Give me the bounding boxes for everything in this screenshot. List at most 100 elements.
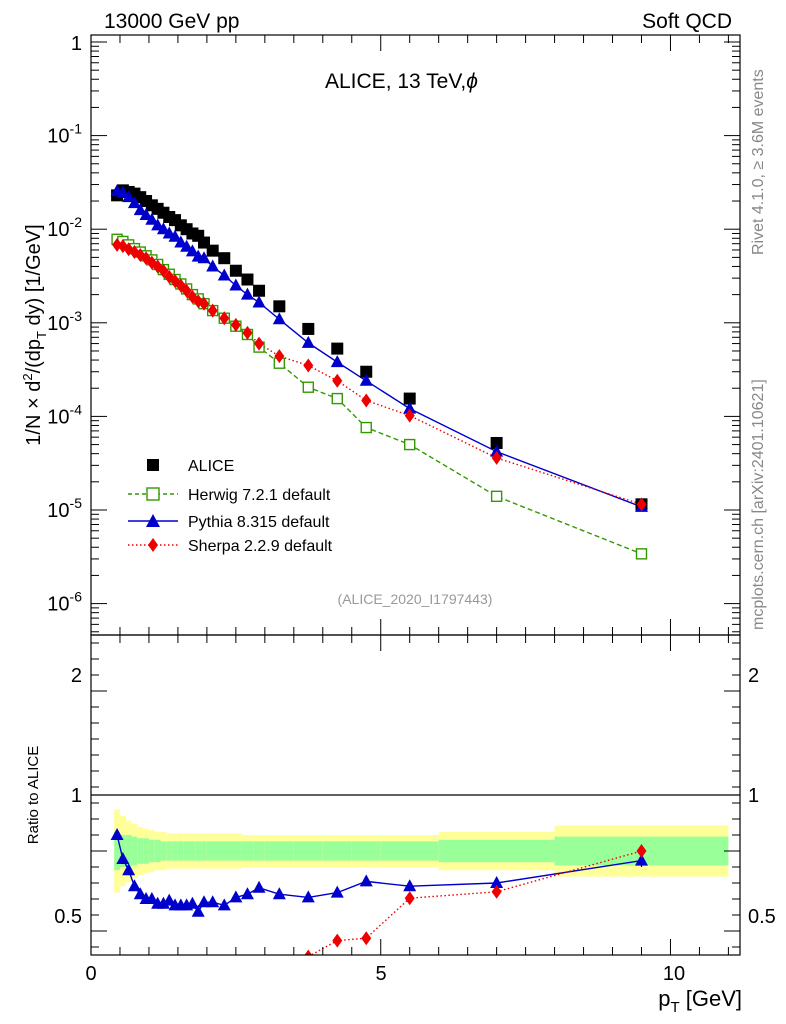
pythia-ratio-point: [217, 898, 231, 911]
pythia-ratio-point: [185, 896, 199, 909]
sherpa-point: [303, 358, 314, 373]
inner-band-segment: [160, 841, 167, 861]
y-tick-label: 10-6: [47, 589, 82, 616]
pythia-point: [252, 295, 266, 308]
pythia-ratio-point: [330, 885, 344, 898]
pythia-point: [145, 212, 159, 225]
inner-band-segment: [293, 841, 323, 861]
legend-marker-alice: [147, 459, 159, 471]
inner-band-segment: [119, 835, 126, 867]
x-tick-label-5: 5: [375, 963, 386, 985]
sherpa-ratio-line: [309, 850, 642, 955]
analysis-id: (ALICE_2020_I1797443): [338, 591, 493, 607]
legend-marker-herwig: [146, 487, 160, 501]
sherpa-ratio-point: [404, 891, 415, 906]
pythia-point: [127, 196, 141, 209]
inner-band-segment: [137, 838, 144, 864]
herwig-point: [490, 490, 503, 503]
mcplots-label: mcplots.cern.ch [arXiv:2401.10621]: [750, 379, 767, 630]
main-plot-series: [110, 184, 648, 560]
inner-band-segment: [351, 841, 381, 861]
alice-point: [273, 300, 286, 313]
inner-band-segment: [143, 838, 149, 864]
alice-point: [360, 365, 373, 378]
sherpa-point: [254, 336, 265, 351]
sherpa-point: [207, 303, 218, 318]
y-tick-label: 10-4: [47, 401, 82, 428]
ratio-tick-label-2: 2: [71, 665, 82, 687]
sherpa-point: [332, 373, 343, 388]
pythia-point: [272, 312, 286, 325]
plot-title: ALICE, 13 TeV,ϕ: [325, 70, 478, 93]
y-tick-label: 10-2: [47, 214, 82, 241]
alice-point: [331, 342, 344, 355]
x-axis-label: pT [GeV]: [658, 986, 742, 1016]
legend-entry-alice: ALICE: [147, 458, 234, 475]
sherpa-point: [274, 349, 285, 364]
inner-band-segment: [230, 841, 242, 861]
pythia-ratio-point: [272, 887, 286, 900]
pythia-ratio-point: [229, 890, 243, 903]
pythia-ratio-point: [127, 879, 141, 892]
y-axis-label: 1/N × d2/(dpT dy) [1/GeV]: [20, 224, 49, 445]
pythia-point: [330, 355, 344, 368]
pythia-point: [122, 190, 136, 203]
header-right: Soft QCD: [642, 10, 732, 33]
pythia-point: [490, 444, 504, 457]
sherpa-point: [491, 450, 502, 465]
ratio-plot-series: [110, 828, 648, 955]
alice-point: [253, 284, 266, 297]
inner-band-segment: [172, 841, 178, 861]
inner-band-segment: [177, 841, 184, 861]
inner-band-segment: [131, 836, 138, 866]
ratio-uncertainty-bands: [114, 809, 729, 893]
pythia-ratio-point: [110, 828, 124, 840]
inner-band-segment: [264, 841, 294, 861]
y-tick-label: 10-5: [47, 495, 82, 522]
sherpa-point: [230, 317, 241, 332]
y-tick-label: 10-1: [47, 121, 82, 148]
x-tick-label-0: 0: [85, 963, 96, 985]
alice-point: [490, 436, 503, 449]
inner-band-segment: [189, 841, 196, 861]
axis-ticks: [90, 35, 740, 955]
sherpa-point: [242, 325, 253, 340]
inner-band-segment: [218, 841, 231, 861]
legend-entry-sherpa: Sherpa 2.2.9 default: [128, 538, 333, 555]
herwig-point: [331, 392, 343, 405]
alice-point: [206, 244, 219, 257]
inner-band-segment: [148, 839, 155, 863]
sherpa-ratio-point: [491, 884, 502, 899]
pythia-point: [116, 185, 130, 198]
pythia-point: [403, 401, 417, 414]
inner-band-segment: [380, 841, 439, 861]
herwig-point: [302, 381, 314, 393]
legend-entry-pythia: Pythia 8.315 default: [128, 514, 330, 531]
herwig-point: [404, 438, 416, 451]
legend-marker-sherpa: [148, 538, 158, 552]
pythia-point: [301, 335, 315, 348]
herwig-point: [635, 548, 648, 560]
herwig-line: [116, 238, 642, 555]
ratio-tick-label-right-05: 0.5: [748, 906, 776, 928]
rivet-version-label: Rivet 4.1.0, ≥ 3.6M events: [750, 69, 767, 255]
alice-point: [229, 264, 242, 277]
pythia-ratio-point: [403, 879, 417, 892]
inner-band-segment: [201, 841, 207, 861]
inner-band-segment: [253, 841, 265, 861]
alice-point: [302, 322, 315, 335]
pythia-ratio-point: [206, 895, 220, 908]
pythia-point: [229, 278, 243, 291]
inner-band-segment: [322, 841, 352, 861]
sherpa-point: [361, 393, 372, 408]
legend-label-pythia: Pythia 8.315 default: [188, 514, 330, 531]
pythia-point: [359, 373, 373, 386]
sherpa-point: [158, 263, 169, 278]
pythia-point: [185, 244, 199, 257]
pythia-ratio-point: [145, 892, 159, 904]
ratio-tick-label-05: 0.5: [54, 906, 82, 928]
herwig-point: [360, 421, 372, 434]
sherpa-point: [198, 296, 209, 311]
sherpa-ratio-point: [361, 931, 372, 946]
